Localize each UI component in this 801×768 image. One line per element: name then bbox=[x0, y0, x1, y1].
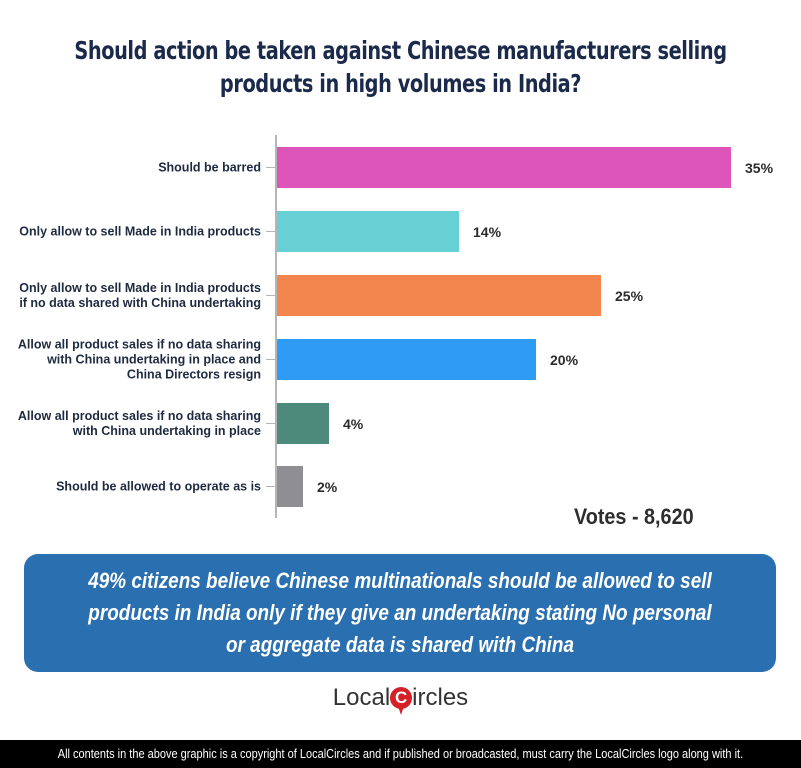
bar-value-label: 4% bbox=[343, 415, 364, 432]
location-pin-icon: C bbox=[390, 687, 413, 715]
axis-tick bbox=[266, 295, 275, 296]
summary-callout: 49% citizens believe Chinese multination… bbox=[24, 554, 776, 672]
bar-row: Only allow to sell Made in India product… bbox=[0, 211, 801, 252]
copyright-footer: All contents in the above graphic is a c… bbox=[0, 740, 801, 768]
bar-label: Should be barred bbox=[158, 160, 261, 174]
bar-label: Allow all product sales if no data shari… bbox=[17, 337, 261, 381]
bar-row: Allow all product sales if no data shari… bbox=[0, 403, 801, 444]
bar-label: Only allow to sell Made in India product… bbox=[19, 280, 261, 310]
bar bbox=[277, 275, 601, 316]
bar-row: Allow all product sales if no data shari… bbox=[0, 337, 801, 381]
logo-text-left: Local bbox=[332, 684, 391, 711]
votes-count: Votes - 8,620 bbox=[574, 504, 694, 529]
axis-tick bbox=[266, 359, 275, 360]
bar bbox=[277, 339, 536, 380]
bar-row: Only allow to sell Made in India product… bbox=[0, 275, 801, 316]
bar-label: Allow all product sales if no data shari… bbox=[17, 408, 261, 438]
bar-row: Should be barred 35% bbox=[0, 147, 801, 188]
summary-text: 49% citizens believe Chinese multination… bbox=[88, 568, 712, 657]
bar-value-label: 20% bbox=[550, 351, 579, 368]
axis-tick bbox=[266, 423, 275, 424]
bar bbox=[277, 147, 731, 188]
y-axis-line bbox=[275, 135, 277, 518]
copyright-text: All contents in the above graphic is a c… bbox=[57, 747, 744, 761]
logo-text-right: ircles bbox=[412, 684, 469, 711]
bar bbox=[277, 211, 459, 252]
bar-label: Should be allowed to operate as is bbox=[56, 479, 261, 493]
bar-value-label: 35% bbox=[745, 159, 774, 176]
bar-value-label: 14% bbox=[473, 223, 502, 240]
bar-label: Only allow to sell Made in India product… bbox=[19, 224, 261, 238]
chart-title: Should action be taken against Chinese m… bbox=[74, 36, 727, 98]
bar-value-label: 25% bbox=[615, 287, 644, 304]
bar bbox=[277, 466, 303, 507]
axis-tick bbox=[266, 231, 275, 232]
bar bbox=[277, 403, 329, 444]
bar-value-label: 2% bbox=[317, 478, 338, 495]
bar-row: Should be allowed to operate as is 2% bbox=[0, 466, 801, 507]
axis-tick bbox=[266, 486, 275, 487]
axis-tick bbox=[266, 167, 275, 168]
